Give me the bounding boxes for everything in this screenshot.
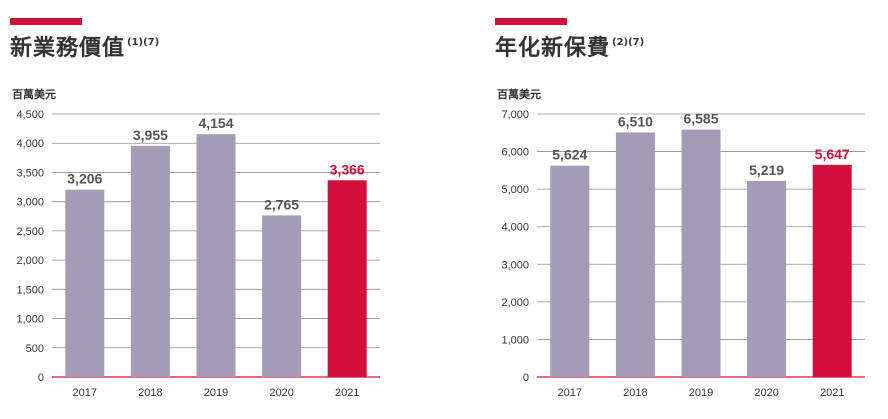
- accent-bar: [10, 18, 82, 25]
- chart-title: 年化新保費 (2)(7): [495, 30, 644, 62]
- y-tick-label: 1,000: [16, 314, 44, 326]
- chart-title-text: 年化新保費: [495, 36, 611, 61]
- x-tick-label: 2019: [689, 387, 713, 399]
- data-label: 3,955: [133, 127, 168, 143]
- bar-2017: [65, 189, 105, 377]
- x-tick-label: 2020: [269, 387, 293, 399]
- y-tick-label: 6,000: [501, 147, 529, 159]
- data-label: 3,366: [330, 161, 365, 177]
- data-label: 5,624: [552, 147, 587, 163]
- y-tick-label: 7,000: [501, 109, 529, 121]
- y-tick-label: 1,000: [501, 334, 529, 346]
- chart-title: 新業務價值 (1)(7): [10, 30, 159, 62]
- y-tick-label: 3,000: [501, 259, 529, 271]
- bar-2021: [812, 164, 852, 377]
- y-tick-label: 0: [38, 372, 44, 384]
- x-tick-label: 2017: [73, 387, 97, 399]
- y-tick-label: 1,500: [16, 284, 44, 296]
- bar-chart-nbv: 0 500 1,000 1,500 2,000 2,500 3,000 3,500 4,000 4…: [16, 109, 380, 399]
- y-tick-label: 500: [26, 343, 44, 355]
- x-tick-label: 2021: [335, 387, 359, 399]
- y-tick-label: 2,000: [16, 255, 44, 267]
- x-tick-label: 2020: [754, 387, 778, 399]
- data-label: 5,219: [749, 162, 784, 178]
- y-tick-label: 2,000: [501, 297, 529, 309]
- data-label: 6,510: [618, 113, 653, 129]
- data-label: 2,765: [264, 196, 299, 212]
- data-label: 3,206: [67, 171, 102, 187]
- bar-2020: [262, 215, 302, 377]
- bar-2019: [196, 134, 236, 377]
- chart-title-footnote: (2)(7): [612, 37, 645, 48]
- y-tick-label: 2,500: [16, 226, 44, 238]
- x-tick-label: 2017: [558, 387, 582, 399]
- y-tick-label: 0: [523, 372, 529, 384]
- chart-title-footnote: (1)(7): [127, 37, 160, 48]
- data-label: 5,647: [815, 146, 850, 162]
- y-tick-label: 5,000: [501, 184, 529, 196]
- chart-panel-ape: 年化新保費 (2)(7) 百萬美元 0 1,000 2,000 3,000 4,000 5,…: [485, 0, 885, 419]
- y-tick-label: 4,500: [16, 109, 44, 121]
- bar-2019: [681, 129, 721, 377]
- data-label: 6,585: [683, 111, 718, 127]
- accent-bar: [495, 18, 567, 25]
- x-tick-label: 2019: [204, 387, 228, 399]
- bar-chart-ape: 0 1,000 2,000 3,000 4,000 5,000 6,000 7,000 5,62…: [501, 109, 865, 399]
- data-label: 4,154: [198, 115, 233, 131]
- bar-2021: [327, 180, 367, 377]
- y-axis-unit: 百萬美元: [497, 88, 541, 101]
- y-axis-unit: 百萬美元: [12, 88, 56, 101]
- chart-title-text: 新業務價值: [10, 36, 126, 61]
- y-tick-label: 3,000: [16, 197, 44, 209]
- x-tick-label: 2018: [138, 387, 162, 399]
- bar-2020: [747, 180, 787, 377]
- bar-2017: [550, 165, 590, 377]
- chart-panel-nbv: 新業務價值 (1)(7) 百萬美元 0 500 1,000 1,500 2,000 2,50…: [0, 0, 400, 419]
- y-tick-label: 4,000: [501, 222, 529, 234]
- x-tick-label: 2018: [623, 387, 647, 399]
- x-tick-label: 2021: [820, 387, 844, 399]
- y-tick-label: 4,000: [16, 138, 44, 150]
- y-tick-label: 3,500: [16, 167, 44, 179]
- bar-2018: [130, 145, 170, 377]
- bar-2018: [615, 132, 655, 377]
